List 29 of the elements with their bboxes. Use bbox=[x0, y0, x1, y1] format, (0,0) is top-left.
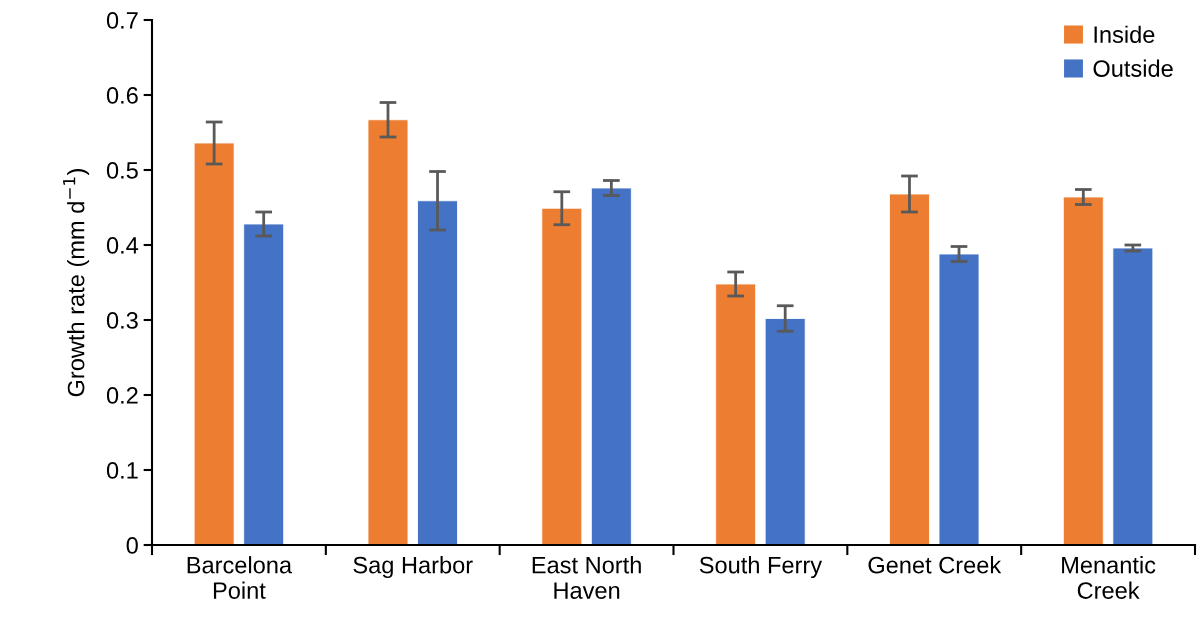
x-tick-label: South Ferry bbox=[699, 556, 823, 579]
bar bbox=[938, 253, 980, 545]
y-tick-label: 0.6 bbox=[106, 87, 138, 104]
bar bbox=[193, 142, 235, 545]
y-tick-label: 0.4 bbox=[106, 237, 139, 254]
bar bbox=[715, 283, 757, 545]
bar bbox=[764, 318, 806, 545]
bar bbox=[417, 200, 458, 545]
x-tick-label: East North Haven bbox=[532, 556, 641, 599]
y-tick-label: 0.7 bbox=[106, 12, 138, 29]
x-tick-label: Genet Creek bbox=[868, 556, 1002, 574]
bar bbox=[1062, 196, 1104, 545]
bar bbox=[367, 119, 409, 545]
x-tick-label: Sag Harbor bbox=[353, 556, 473, 579]
y-axis-title: Growth rate (mm d$^{−1}$) bbox=[63, 169, 90, 397]
x-tick-label: Barcelona Point bbox=[187, 556, 293, 599]
y-tick-label: 0 bbox=[126, 537, 138, 554]
y-tick-label: 0.2 bbox=[106, 387, 138, 404]
bar bbox=[243, 223, 285, 545]
y-tick-label: 0.1 bbox=[106, 462, 138, 479]
bar bbox=[889, 193, 930, 545]
legend-label: Inside bbox=[1094, 25, 1155, 43]
bar bbox=[590, 187, 632, 545]
y-tick-label: 0.3 bbox=[106, 312, 138, 329]
bar bbox=[1112, 247, 1154, 545]
bar bbox=[541, 207, 583, 545]
y-tick-label: 0.5 bbox=[106, 162, 138, 179]
legend-label: Outside bbox=[1093, 59, 1173, 77]
x-tick-label: Menantic Creek bbox=[1062, 556, 1156, 599]
